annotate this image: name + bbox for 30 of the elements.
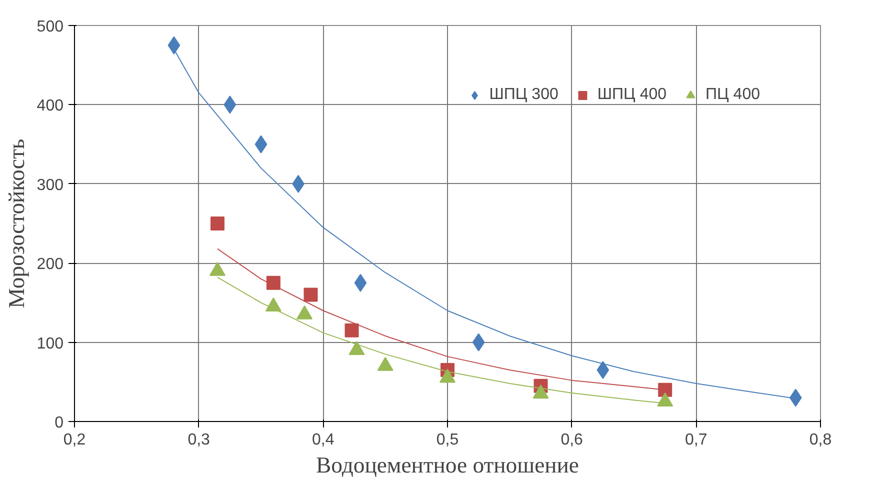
point <box>254 135 268 154</box>
point <box>304 288 318 302</box>
x-tick-label: 0,7 <box>685 432 708 448</box>
legend-label: ШПЦ 400 <box>597 86 667 104</box>
y-tick-label: 500 <box>36 18 64 36</box>
legend-label: ПЦ 400 <box>706 86 760 104</box>
point <box>658 382 672 397</box>
point <box>354 274 367 292</box>
x-tick-label: 0,4 <box>312 432 334 448</box>
y-axis-title: Морозостойкость <box>4 138 29 308</box>
point <box>344 323 359 338</box>
x-tick-label: 0,5 <box>436 432 459 448</box>
y-tick-label: 300 <box>36 176 64 194</box>
point <box>596 361 610 380</box>
y-tick-label: 0 <box>54 414 64 432</box>
x-tick-label: 0,3 <box>188 432 210 448</box>
y-tick-label: 200 <box>36 256 64 274</box>
y-tick-label: 400 <box>36 98 64 115</box>
point <box>789 388 802 407</box>
point <box>210 216 224 230</box>
x-tick-label: 0,8 <box>809 432 832 448</box>
point <box>224 96 236 114</box>
y-tick-label: 100 <box>36 335 64 352</box>
x-tick-label: 0,6 <box>560 432 584 448</box>
x-tick-label: 0,2 <box>63 432 86 448</box>
point <box>472 333 485 352</box>
legend-label: ШПЦ 300 <box>489 86 558 104</box>
point <box>168 36 180 54</box>
point <box>266 276 280 290</box>
x-axis-title: Водоцементное отношение <box>316 452 579 478</box>
